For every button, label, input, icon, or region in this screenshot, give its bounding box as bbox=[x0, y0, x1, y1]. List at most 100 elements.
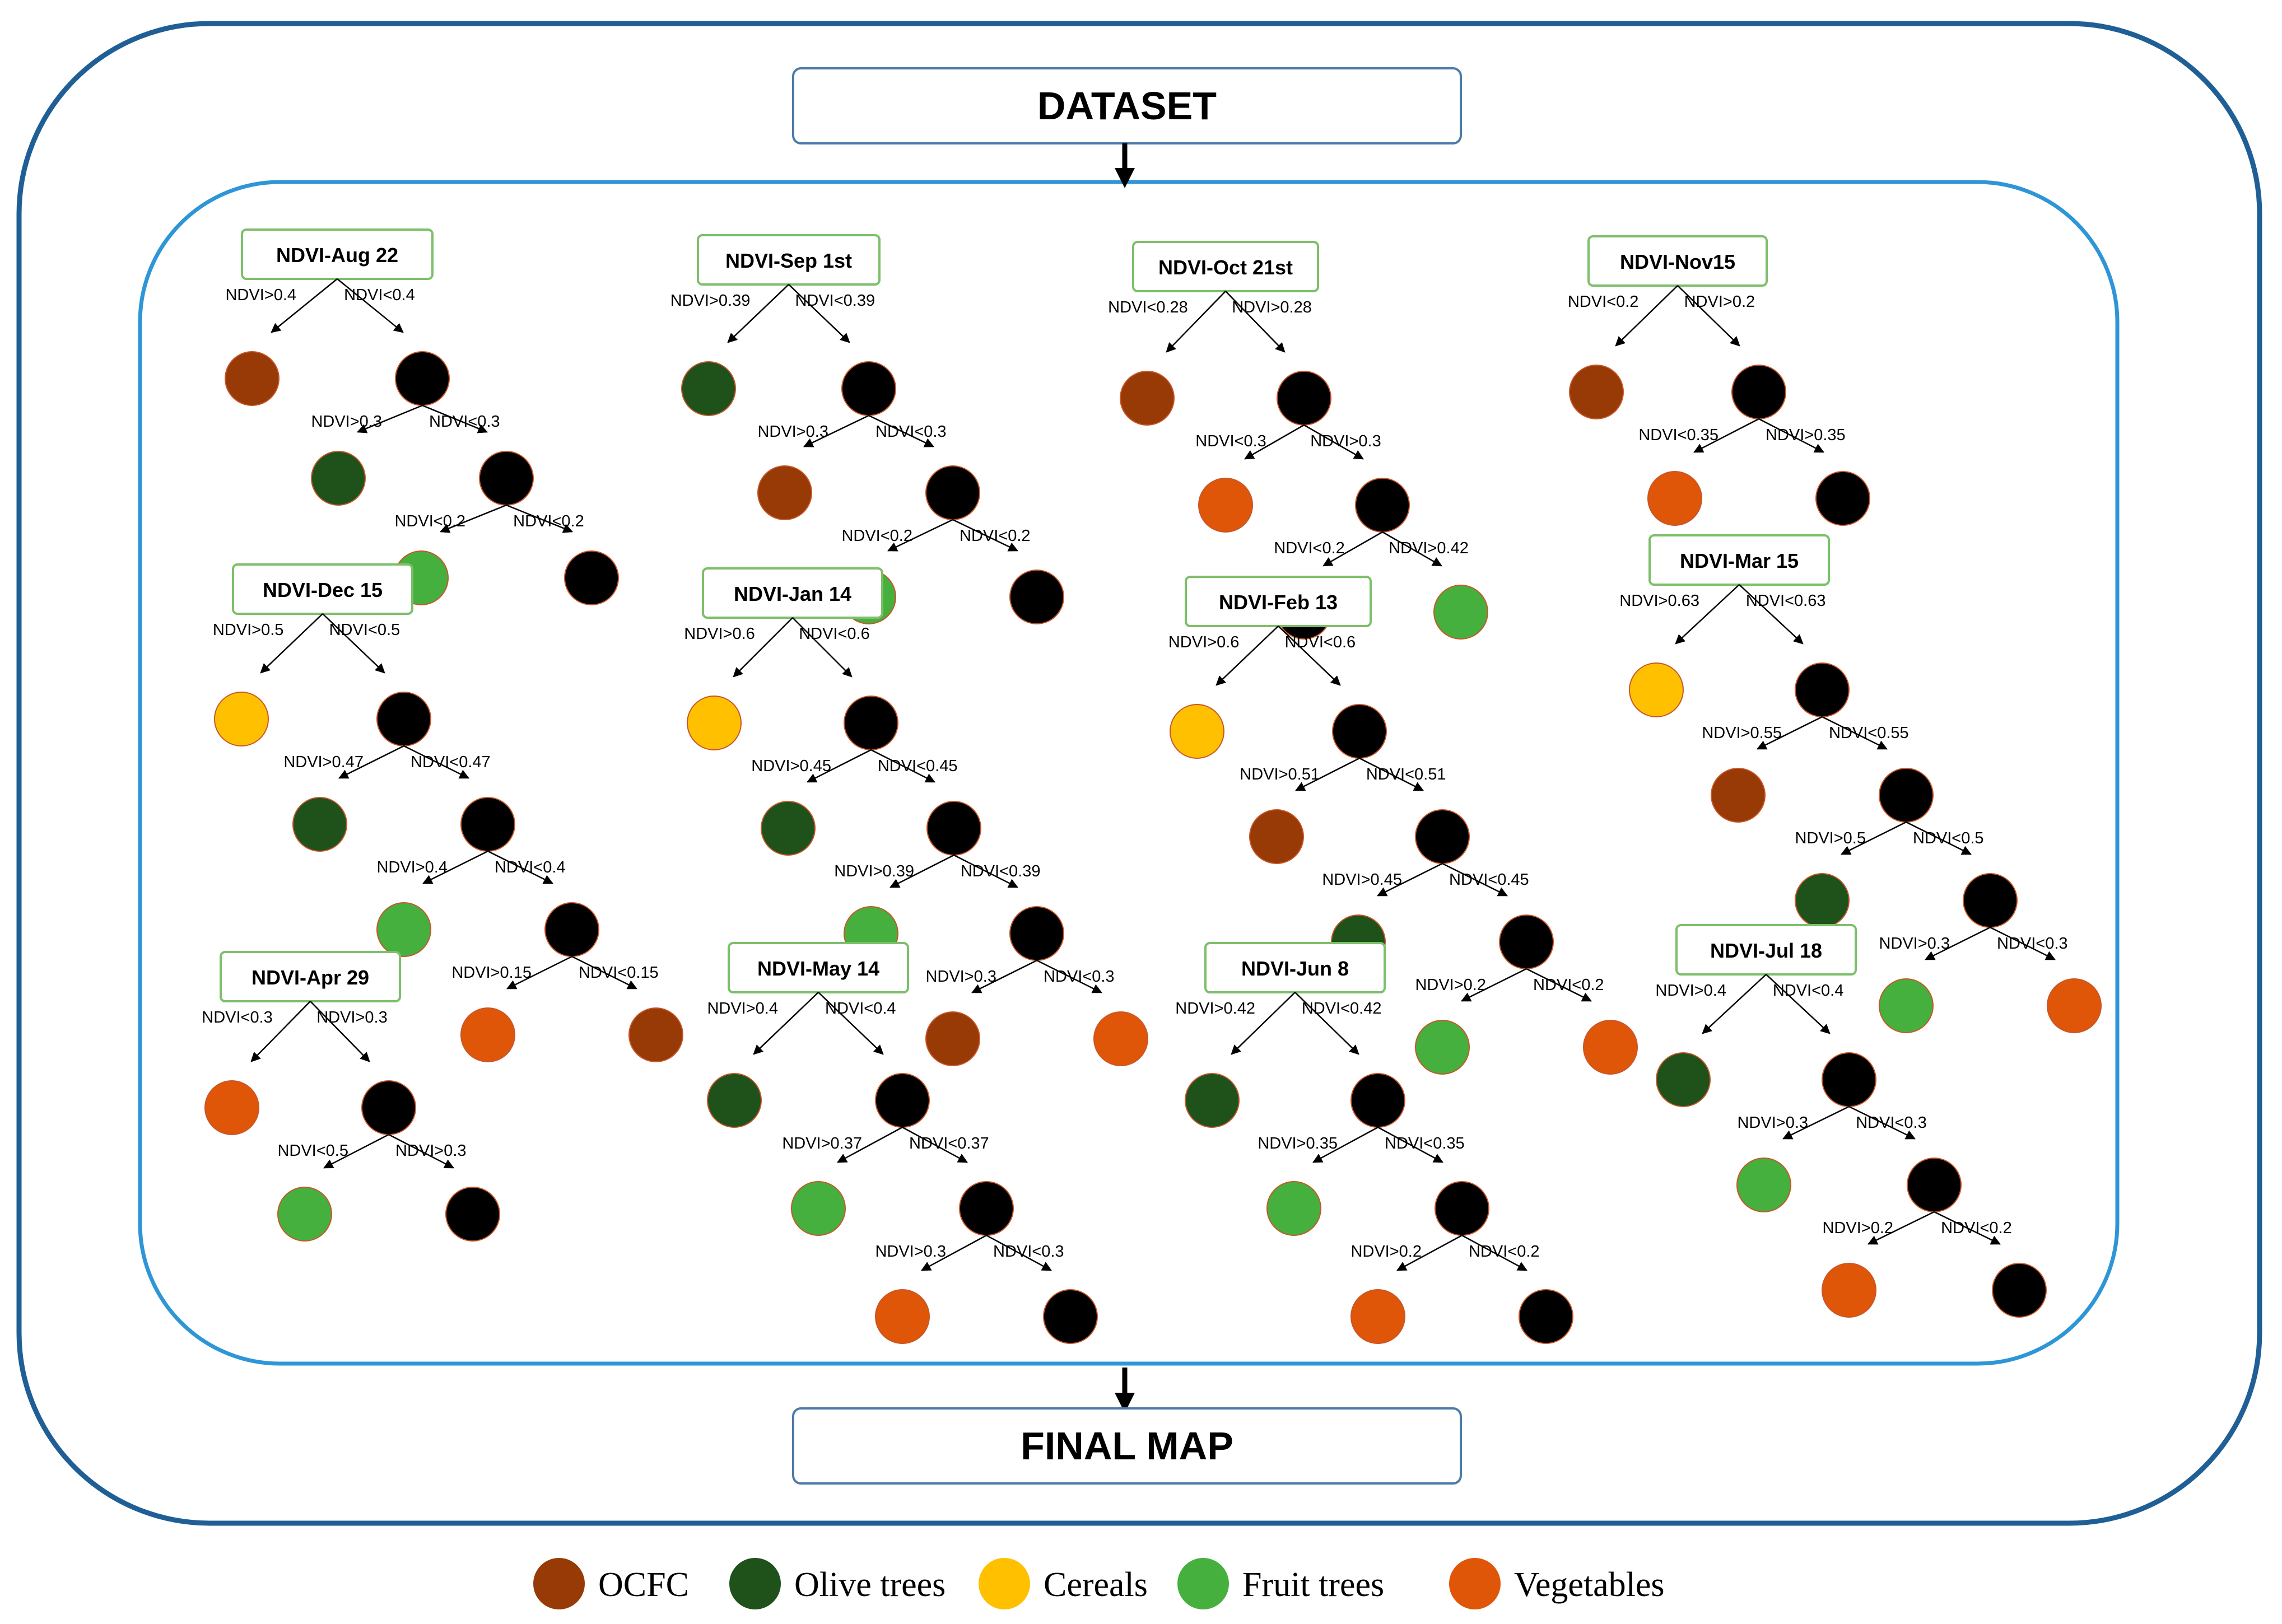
branch-edge bbox=[902, 1126, 968, 1163]
branch-edge bbox=[1215, 626, 1279, 686]
branch-edge bbox=[1924, 926, 1991, 960]
branch-edge bbox=[1442, 862, 1508, 897]
condition-label: NDVI<0.28 bbox=[1108, 298, 1188, 316]
leaf-node-internal bbox=[1815, 471, 1870, 526]
condition-label: NDVI>0.15 bbox=[451, 964, 532, 982]
condition-label: NDVI>0.2 bbox=[1684, 293, 1755, 311]
leaf-node-olive bbox=[681, 361, 736, 416]
condition-label: NDVI>0.5 bbox=[213, 621, 284, 639]
branch-edge bbox=[868, 414, 935, 447]
leaf-node-ocfc bbox=[1120, 371, 1175, 426]
tree-title: NDVI-Dec 15 bbox=[263, 578, 383, 601]
tree-title: NDVI-Apr 29 bbox=[252, 966, 369, 989]
leaf-node-cereal bbox=[687, 696, 742, 750]
branch-edge bbox=[422, 850, 488, 884]
branch-edge bbox=[1396, 1234, 1463, 1271]
condition-label: NDVI>0.4 bbox=[225, 286, 296, 304]
legend-item: OCFC bbox=[533, 1558, 689, 1609]
condition-label: NDVI<0.45 bbox=[878, 757, 958, 775]
branch-edge bbox=[1822, 716, 1888, 750]
leaf-node-olive bbox=[1795, 873, 1850, 928]
condition-label: NDVI>0.39 bbox=[834, 862, 914, 880]
legend-label: Fruit trees bbox=[1242, 1566, 1384, 1604]
leaf-node-fruit bbox=[1433, 585, 1488, 640]
tree-title: NDVI-Sep 1st bbox=[725, 249, 852, 272]
condition-label: NDVI>0.3 bbox=[875, 1243, 946, 1261]
branch-edge bbox=[1906, 821, 1972, 855]
condition-label: NDVI<0.55 bbox=[1829, 724, 1909, 742]
leaf-node-veg bbox=[1093, 1011, 1148, 1066]
leaf-node-ocfc bbox=[225, 351, 280, 406]
condition-label: NDVI>0.3 bbox=[311, 413, 382, 431]
tree-title: NDVI-May 14 bbox=[757, 957, 879, 980]
dataset-label: DATASET bbox=[1037, 84, 1217, 128]
leaf-node-internal bbox=[1009, 570, 1064, 624]
condition-label: NDVI>0.6 bbox=[684, 625, 755, 643]
branch-edge bbox=[1766, 974, 1831, 1034]
condition-label: NDVI<0.5 bbox=[1913, 829, 1984, 847]
branch-edge bbox=[1758, 418, 1824, 453]
leaf-node-ocfc bbox=[757, 465, 812, 520]
leaf-node-veg bbox=[1647, 471, 1702, 526]
decision-tree: NDVI-Jan 14 NDVI>0.6 NDVI<0.6 NDVI>0.45 NDVI… bbox=[684, 567, 1148, 1066]
leaf-node-fruit bbox=[791, 1181, 846, 1236]
condition-label: NDVI<0.5 bbox=[277, 1142, 348, 1160]
branch-edge bbox=[1739, 584, 1804, 645]
leaf-node-internal bbox=[1043, 1289, 1098, 1344]
leaf-node-cereal bbox=[214, 692, 269, 746]
branch-edge bbox=[921, 1234, 987, 1271]
final-map-box: FINAL MAP bbox=[792, 1407, 1462, 1485]
condition-label: NDVI<0.63 bbox=[1746, 592, 1826, 610]
condition-label: NDVI>0.63 bbox=[1619, 592, 1699, 610]
leaf-node-internal bbox=[1992, 1263, 2047, 1318]
branch-edge bbox=[1782, 1105, 1850, 1140]
branch-edge bbox=[1460, 968, 1527, 1002]
branch-edge bbox=[1376, 862, 1443, 897]
condition-label: NDVI>0.3 bbox=[757, 423, 828, 441]
internal-node bbox=[1332, 704, 1387, 759]
condition-label: NDVI>0.6 bbox=[1168, 633, 1240, 651]
branch-edge bbox=[806, 749, 872, 783]
branch-edge bbox=[1322, 531, 1383, 567]
condition-label: NDVI<0.3 bbox=[429, 413, 500, 431]
branch-edge bbox=[889, 854, 954, 888]
leaf-node-fruit bbox=[277, 1187, 332, 1242]
branch-edge bbox=[506, 504, 574, 533]
branch-edge bbox=[323, 1133, 389, 1169]
leaf-node-cereal bbox=[1170, 704, 1224, 759]
leaf-node-olive bbox=[292, 797, 347, 852]
decision-tree: NDVI-Sep 1st NDVI>0.39 NDVI<0.39 NDVI>0.3 ND… bbox=[670, 234, 1064, 624]
branch-edge bbox=[1036, 959, 1103, 993]
branch-edge bbox=[1867, 1211, 1935, 1245]
internal-node bbox=[376, 692, 431, 746]
condition-label: NDVI>0.3 bbox=[925, 968, 996, 986]
branch-edge bbox=[788, 284, 850, 343]
condition-label: NDVI<0.2 bbox=[1274, 539, 1345, 557]
internal-node bbox=[460, 797, 515, 852]
branch-edge bbox=[1848, 1105, 1916, 1140]
branch-edge bbox=[1312, 1126, 1378, 1163]
branch-edge bbox=[803, 414, 869, 447]
legend-item: Olive trees bbox=[729, 1558, 946, 1609]
leaf-node-cereal bbox=[1629, 662, 1684, 717]
condition-label: NDVI<0.39 bbox=[795, 292, 875, 310]
condition-label: NDVI<0.2 bbox=[513, 512, 584, 530]
condition-label: NDVI<0.3 bbox=[1856, 1114, 1927, 1132]
branch-edge bbox=[1359, 757, 1424, 791]
condition-label: NDVI>0.4 bbox=[376, 858, 448, 876]
leaf-node-veg bbox=[204, 1080, 259, 1135]
internal-node bbox=[1009, 906, 1064, 961]
branch-edge bbox=[439, 504, 507, 533]
internal-node bbox=[875, 1073, 930, 1128]
condition-label: NDVI<0.35 bbox=[1638, 426, 1719, 444]
branch-edge bbox=[338, 745, 404, 779]
condition-label: NDVI<0.4 bbox=[1773, 982, 1844, 1000]
tree-title: NDVI-Jul 18 bbox=[1710, 939, 1822, 962]
branch-edge bbox=[818, 992, 884, 1055]
condition-label: NDVI<0.2 bbox=[841, 527, 912, 545]
decision-tree: NDVI-Mar 15 NDVI>0.63 NDVI<0.63 NDVI>0.55 ND… bbox=[1619, 534, 2102, 1033]
internal-node bbox=[1415, 809, 1470, 864]
legend-swatch bbox=[729, 1558, 781, 1609]
tree-title: NDVI-Aug 22 bbox=[276, 244, 398, 267]
